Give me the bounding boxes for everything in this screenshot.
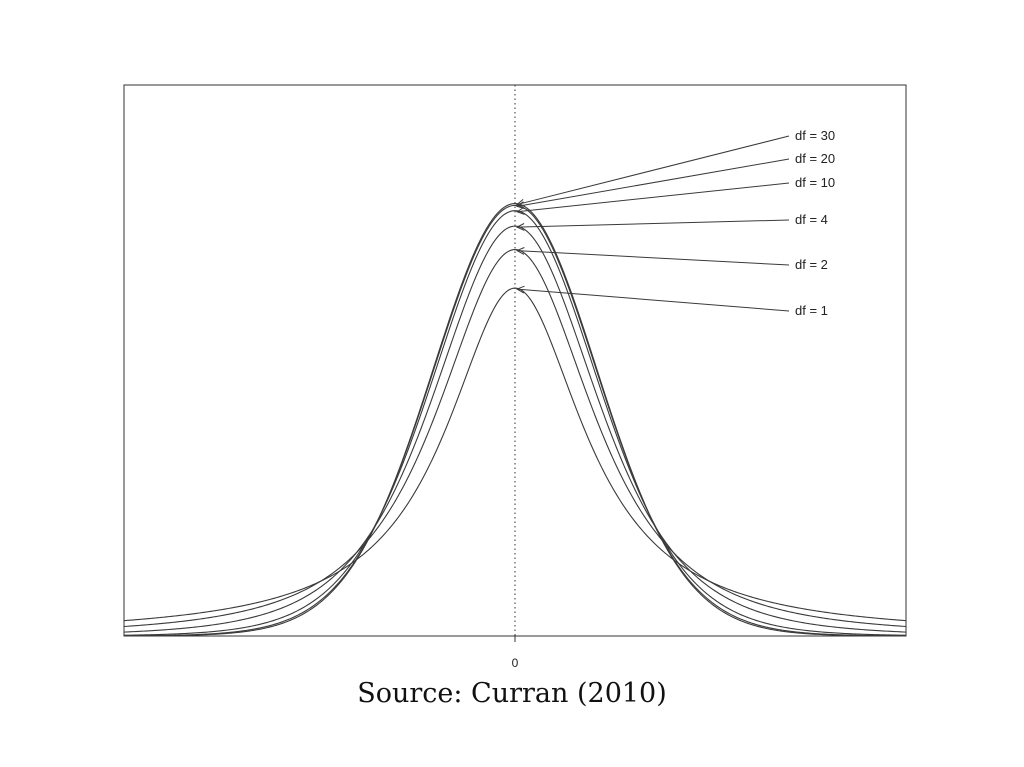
curve-df-1 xyxy=(123,287,907,622)
label-df-1: df = 1 xyxy=(795,303,828,318)
label-df-4: df = 4 xyxy=(795,212,828,227)
curve-df-4 xyxy=(123,225,907,633)
arrowhead-df-1 xyxy=(515,285,525,294)
curve-df-10 xyxy=(123,210,907,636)
arrowhead-df-4 xyxy=(515,223,525,231)
curve-df-20 xyxy=(123,204,907,637)
leader-df-4 xyxy=(516,219,790,228)
leader-df-10 xyxy=(516,182,790,213)
label-df-10: df = 10 xyxy=(795,175,835,190)
arrowhead-df-2 xyxy=(515,247,525,255)
label-df-2: df = 2 xyxy=(795,257,828,272)
curve-df-2 xyxy=(123,249,907,628)
arrowhead-df-10 xyxy=(515,207,525,215)
curve-df-30 xyxy=(123,203,907,637)
series-annotations: df = 30 df = 20 df = 10 df = 4 df = 2 df = 1 xyxy=(515,128,835,318)
label-df-20: df = 20 xyxy=(795,151,835,166)
label-df-30: df = 30 xyxy=(795,128,835,143)
x-tick-label-0: 0 xyxy=(512,656,519,670)
leader-df-2 xyxy=(516,250,790,266)
leader-df-1 xyxy=(516,288,790,312)
arrowhead-df-20 xyxy=(515,201,525,210)
source-caption: Source: Curran (2010) xyxy=(357,678,667,709)
leader-df-20 xyxy=(516,158,790,207)
density-curves xyxy=(123,203,907,637)
leader-df-30 xyxy=(516,135,790,206)
